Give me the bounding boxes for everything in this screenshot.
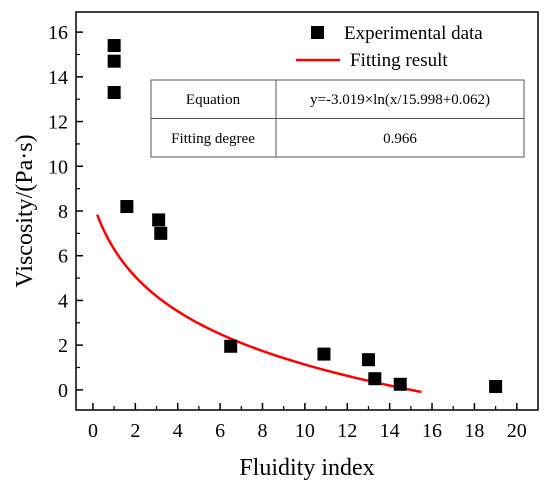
fitting-curve bbox=[96, 214, 422, 394]
scatter-points bbox=[107, 39, 503, 394]
legend-label-experimental: Experimental data bbox=[344, 23, 483, 44]
legend-label-fitting: Fitting result bbox=[350, 50, 448, 71]
y-tick-label: 4 bbox=[58, 290, 68, 312]
legend: Experimental data Fitting result bbox=[296, 23, 483, 71]
x-axis-ticks: 0 2 4 6 8 10 12 14 16 18 20 bbox=[88, 403, 527, 442]
x-tick-label: 0 bbox=[88, 420, 98, 442]
data-point bbox=[393, 377, 407, 391]
table-fitting-degree-value: 0.966 bbox=[383, 131, 417, 147]
data-point bbox=[120, 200, 134, 214]
data-point bbox=[152, 213, 166, 227]
data-point bbox=[361, 353, 375, 367]
fit-layer bbox=[96, 214, 422, 394]
table-fitting-degree-label: Fitting degree bbox=[171, 131, 255, 147]
data-point bbox=[489, 380, 503, 394]
data-point bbox=[107, 54, 121, 68]
data-point bbox=[107, 39, 121, 53]
y-tick-label: 10 bbox=[48, 156, 68, 178]
x-tick-label: 14 bbox=[380, 420, 400, 442]
y-tick-label: 14 bbox=[48, 67, 68, 89]
x-tick-label: 18 bbox=[464, 420, 484, 442]
y-tick-label: 2 bbox=[58, 335, 68, 357]
data-point bbox=[317, 347, 331, 361]
table-equation-value: y=-3.019×ln(x/15.998+0.062) bbox=[310, 92, 490, 108]
x-tick-label: 16 bbox=[422, 420, 442, 442]
x-tick-label: 12 bbox=[337, 420, 357, 442]
equation-table: Equation y=-3.019×ln(x/15.998+0.062) Fit… bbox=[150, 79, 525, 158]
x-tick-label: 10 bbox=[295, 420, 315, 442]
x-axis-label: Fluidity index bbox=[239, 455, 374, 481]
legend-marker-experimental bbox=[311, 26, 324, 39]
plot-frame bbox=[75, 11, 539, 411]
x-tick-label: 8 bbox=[257, 420, 267, 442]
y-tick-label: 8 bbox=[58, 201, 68, 223]
y-tick-label: 6 bbox=[58, 246, 68, 268]
x-tick-label: 20 bbox=[507, 420, 527, 442]
y-tick-label: 0 bbox=[58, 380, 68, 402]
data-point bbox=[224, 339, 238, 353]
x-tick-label: 2 bbox=[130, 420, 140, 442]
y-axis-ticks: 0 2 4 6 8 10 12 14 16 bbox=[48, 22, 83, 402]
x-tick-label: 6 bbox=[215, 420, 225, 442]
data-point bbox=[107, 85, 121, 99]
x-tick-label: 4 bbox=[173, 420, 183, 442]
data-point bbox=[154, 226, 168, 240]
y-axis-label: Viscosity/(Pa·s) bbox=[12, 134, 38, 287]
data-point bbox=[368, 372, 382, 386]
table-equation-label: Equation bbox=[186, 92, 241, 108]
y-tick-label: 12 bbox=[48, 112, 68, 134]
y-tick-label: 16 bbox=[48, 22, 68, 44]
